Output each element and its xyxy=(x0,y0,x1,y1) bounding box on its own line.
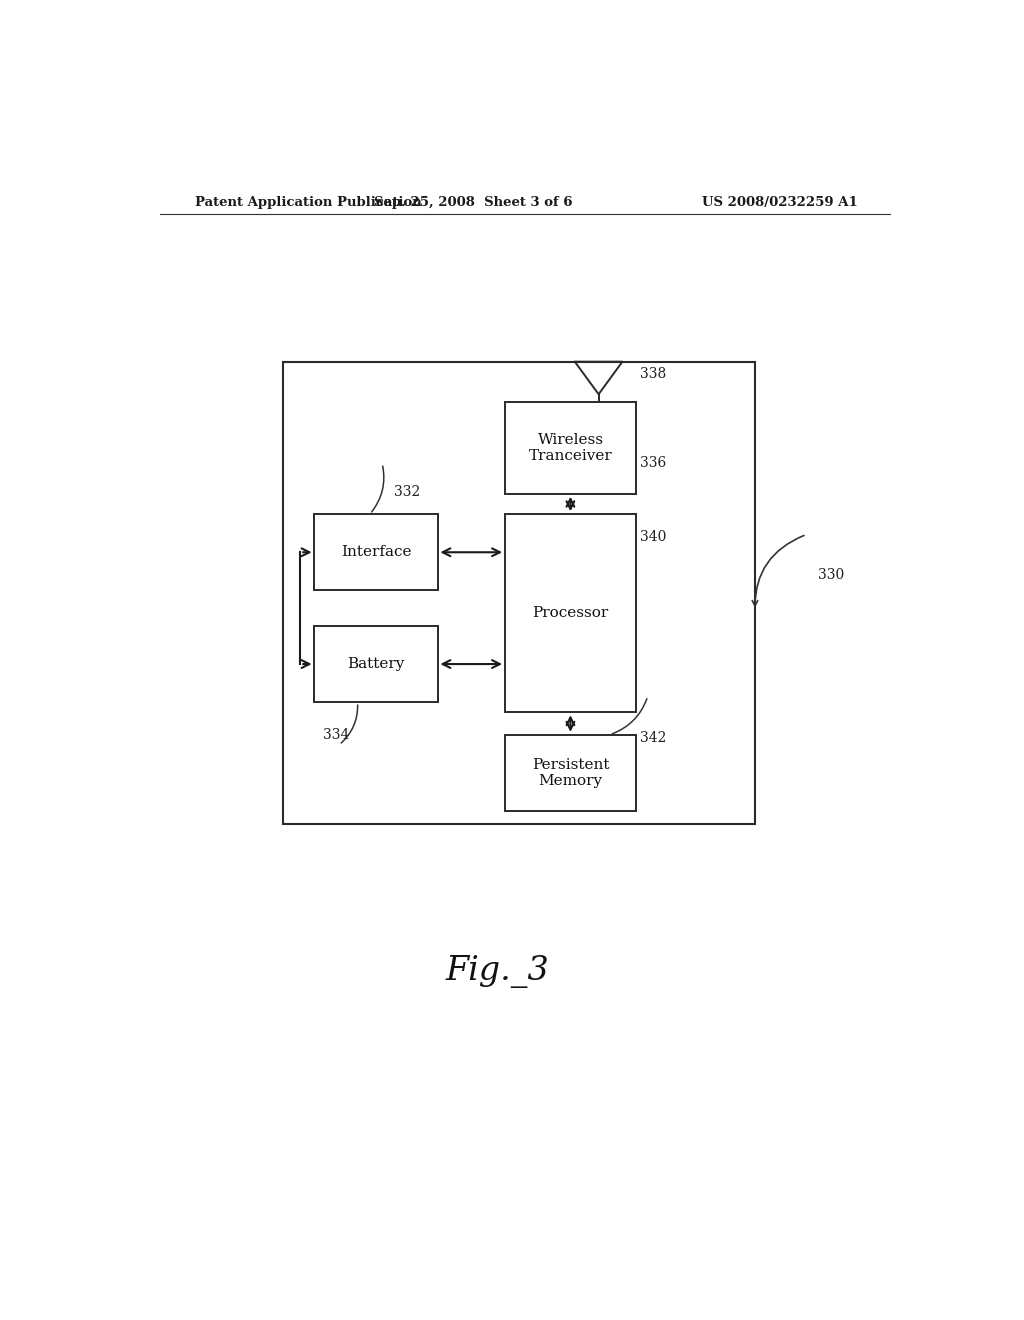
Text: 338: 338 xyxy=(640,367,667,381)
Text: Battery: Battery xyxy=(347,657,404,671)
Text: Persistent
Memory: Persistent Memory xyxy=(531,758,609,788)
Text: Processor: Processor xyxy=(532,606,608,620)
Text: 334: 334 xyxy=(323,727,349,742)
Text: 342: 342 xyxy=(640,731,667,744)
Bar xyxy=(314,626,437,702)
Text: Patent Application Publication: Patent Application Publication xyxy=(196,195,422,209)
Bar xyxy=(314,515,437,590)
Bar xyxy=(505,403,636,494)
Text: 340: 340 xyxy=(640,529,667,544)
Bar xyxy=(283,362,755,824)
Text: Fig._3: Fig._3 xyxy=(445,956,549,987)
Text: 332: 332 xyxy=(394,484,420,499)
Text: Interface: Interface xyxy=(341,545,412,560)
Bar xyxy=(505,515,636,713)
Text: Sep. 25, 2008  Sheet 3 of 6: Sep. 25, 2008 Sheet 3 of 6 xyxy=(374,195,572,209)
Text: Wireless
Tranceiver: Wireless Tranceiver xyxy=(528,433,612,463)
Text: 330: 330 xyxy=(818,568,845,582)
Bar xyxy=(505,735,636,810)
Text: US 2008/0232259 A1: US 2008/0232259 A1 xyxy=(702,195,858,209)
Text: 336: 336 xyxy=(640,457,667,470)
